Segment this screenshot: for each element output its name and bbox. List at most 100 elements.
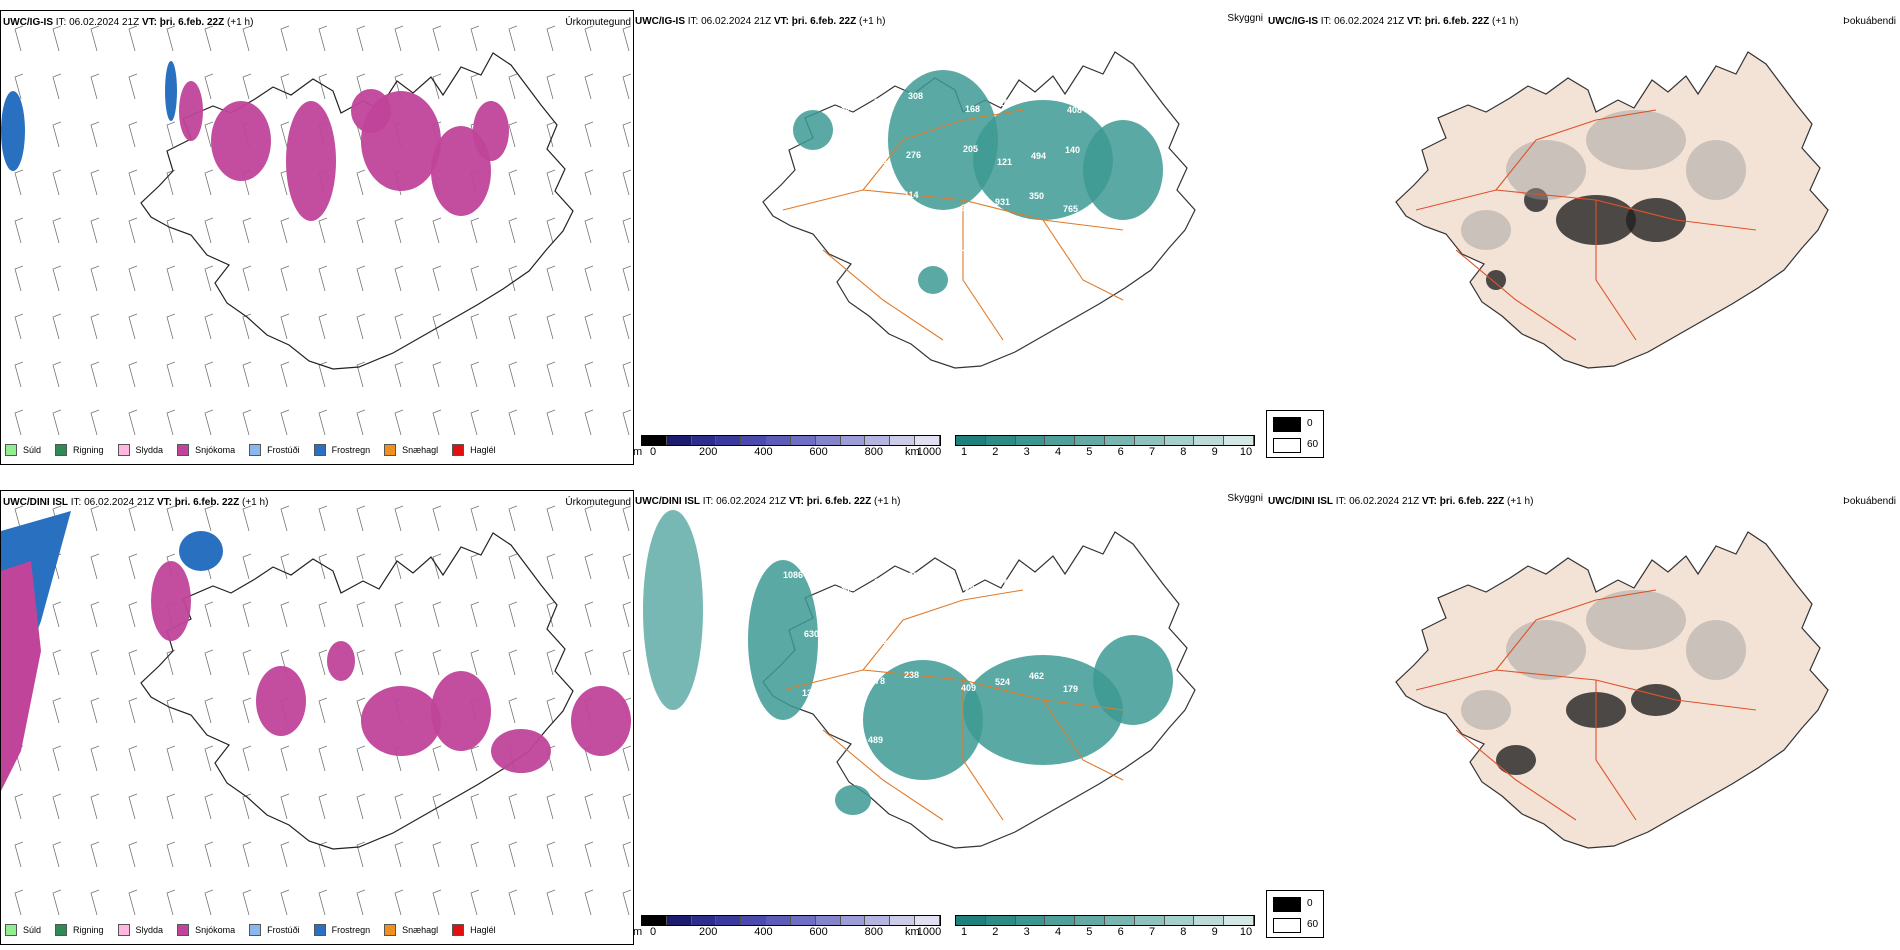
legend-label: Súld	[23, 925, 42, 935]
legend-item: Frostregn	[313, 444, 371, 456]
colorbar-tick: 4	[1054, 446, 1062, 458]
visibility-value-label: 257	[1067, 585, 1083, 595]
legend-item: Súld	[5, 924, 41, 936]
legend-item: Frostúði	[249, 924, 300, 936]
visibility-value-label: 205	[963, 144, 979, 154]
fog-map-canvas	[1395, 531, 1829, 849]
visibility-value-label: 516	[1033, 572, 1049, 582]
fog-area	[1506, 620, 1586, 680]
legend-label: Haglél	[470, 925, 496, 935]
legend-swatch	[249, 924, 262, 936]
visibility-value-label: 303	[840, 103, 856, 113]
low-visibility-area	[963, 655, 1123, 765]
snow-area	[256, 666, 306, 736]
colorbar-tick: 1000	[916, 446, 942, 458]
visibility-value-label: 352	[908, 571, 924, 581]
map-header: UWC/IG-IS IT: 06.02.2024 21Z VT: þri. 6.…	[1268, 16, 1519, 27]
visibility-value-label: 362	[1033, 92, 1049, 102]
road-network	[1415, 109, 1757, 341]
map-header: UWC/DINI ISL IT: 06.02.2024 21Z VT: þri.…	[1268, 496, 1534, 507]
fog-area	[1486, 270, 1506, 290]
map-header: UWC/DINI ISL IT: 06.02.2024 21Z VT: þri.…	[3, 497, 269, 508]
legend-label: Haglél	[470, 445, 496, 455]
visibility-value-label: 276	[906, 150, 922, 160]
visibility-value-label: 288	[906, 630, 922, 640]
visibility-value-label: 121	[997, 157, 1013, 167]
legend-item: Snjókoma	[177, 444, 235, 456]
visibility-value-label: 280	[957, 302, 973, 312]
colorbar-tick: 8	[1180, 446, 1187, 458]
visibility-value-label: 700	[834, 722, 850, 732]
visibility-value-label: 630	[804, 629, 820, 639]
visibility-value-label: 99	[961, 203, 972, 213]
visibility-value-label: 524	[995, 677, 1011, 687]
legend-label: Snæhagl	[402, 445, 439, 455]
visibility-value-label: 70	[798, 307, 809, 317]
visibility-value-label: 350	[1029, 191, 1045, 201]
snow-area	[286, 101, 336, 221]
road-network	[1415, 589, 1757, 821]
legend-item: Súld	[5, 444, 41, 456]
colorbar-tick: 5	[1086, 926, 1093, 938]
snow-area	[571, 686, 631, 756]
snow-area	[491, 729, 551, 773]
legend-label: Frostregn	[331, 445, 371, 455]
colorbar-tick: 3	[1023, 446, 1030, 458]
visibility-value-label: 278	[870, 676, 886, 686]
height-colorbar: 0 200 400 600 800 1000	[641, 915, 941, 938]
snow-area	[211, 101, 271, 181]
legend-label: Súld	[23, 445, 42, 455]
height-unit: m	[633, 446, 643, 458]
visibility-value-label: 708	[999, 578, 1015, 588]
map-header: UWC/IG-IS IT: 06.02.2024 21Z VT: þri. 6.…	[3, 17, 254, 28]
legend-swatch	[384, 924, 397, 936]
fog-area	[1686, 620, 1746, 680]
visibility-map-canvas	[762, 51, 1196, 369]
colorbar-tick: 9	[1211, 926, 1218, 938]
fog-area	[1461, 690, 1511, 730]
legend-swatch	[55, 444, 68, 456]
colorbar-tick: 9	[1211, 446, 1218, 458]
snow-area	[361, 686, 441, 756]
visibility-value-label: 17	[836, 202, 847, 212]
colorbar-tick: 2	[992, 926, 999, 938]
iceland-outline	[140, 52, 574, 370]
visibility-value-label: 765	[1063, 204, 1079, 214]
wind-barbs	[14, 505, 632, 916]
visibility-value-label: 489	[868, 735, 884, 745]
precip-type-map-igis: UWC/IG-IS IT: 06.02.2024 21Z VT: þri. 6.…	[0, 10, 634, 465]
visibility-map-igis: UWC/IG-IS IT: 06.02.2024 21Z VT: þri. 6.…	[633, 10, 1265, 463]
colorbar-tick: 400	[754, 446, 773, 458]
product-type: Úrkomutegund	[565, 497, 631, 508]
visibility-value-label: 156	[872, 156, 888, 166]
visibility-value-label: 1031	[868, 255, 889, 265]
colorbar-tick: 10	[1239, 446, 1253, 458]
precip-map-canvas	[1, 505, 632, 916]
visibility-unit: km	[905, 926, 920, 938]
colorbar-tick: 10	[1239, 926, 1253, 938]
colorbar-tick: 0	[649, 926, 657, 938]
low-visibility-area	[748, 560, 818, 720]
visibility-value-label: 278	[1027, 250, 1043, 260]
colorbar-tick: 5	[1086, 446, 1093, 458]
visibility-value-label: 511	[993, 256, 1008, 266]
visibility-value-label: 235	[838, 143, 854, 153]
legend-swatch	[452, 444, 465, 456]
colorbar-tick: 8	[1180, 926, 1187, 938]
visibility-value-label: 114	[904, 190, 919, 200]
visibility-value-label: 123	[874, 577, 890, 587]
visibility-unit: km	[905, 446, 920, 458]
legend-label: Slydda	[135, 925, 164, 935]
legend-swatch	[177, 444, 190, 456]
low-visibility-area	[973, 100, 1113, 220]
legend-item: Frostregn	[313, 924, 371, 936]
product-type: Skyggni	[1227, 13, 1263, 24]
legend-swatch	[5, 924, 17, 936]
product-type: Þokuábendi	[1843, 16, 1896, 27]
legend-item: Rigning	[55, 924, 104, 936]
freezing-rain-area	[1, 91, 25, 171]
visibility-colorbar: 1 2 3 4 5 6 7 8 9 10	[955, 435, 1255, 458]
legend-swatch	[177, 924, 190, 936]
fog-legend: 0 60	[1266, 410, 1324, 458]
legend-label: Frostregn	[331, 925, 371, 935]
